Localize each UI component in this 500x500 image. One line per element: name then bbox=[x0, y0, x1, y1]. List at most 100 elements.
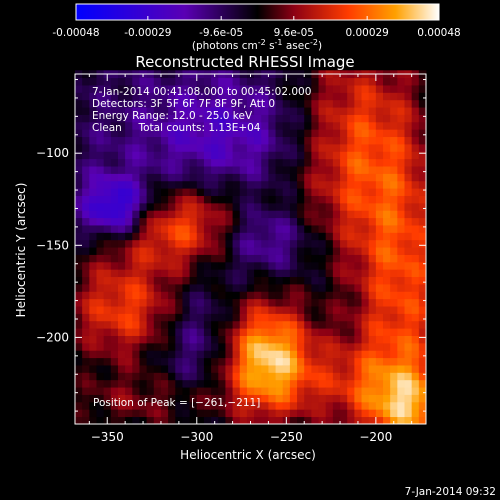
heatmap-cell bbox=[189, 372, 198, 381]
heatmap-cell bbox=[175, 313, 183, 322]
heatmap-cell bbox=[254, 210, 262, 219]
heatmap-cell bbox=[218, 239, 226, 248]
heatmap-cell bbox=[196, 158, 205, 167]
heatmap-cell bbox=[160, 158, 169, 167]
heatmap-cell bbox=[354, 254, 362, 263]
heatmap-cell bbox=[261, 387, 269, 395]
heatmap-cell bbox=[203, 254, 212, 263]
heatmap-cell bbox=[175, 144, 183, 152]
heatmap-cell bbox=[89, 357, 97, 366]
heatmap-cell bbox=[239, 129, 248, 138]
colorbar-gradient bbox=[76, 4, 439, 20]
heatmap-cell bbox=[390, 269, 398, 278]
heatmap-cell bbox=[139, 144, 148, 152]
heatmap-cell bbox=[139, 335, 148, 344]
heatmap-cell bbox=[282, 261, 291, 270]
heatmap-cell bbox=[125, 77, 133, 86]
heatmap-cell bbox=[139, 261, 148, 270]
heatmap-cell bbox=[146, 202, 155, 211]
heatmap-cell bbox=[117, 121, 126, 130]
heatmap-cell bbox=[332, 99, 341, 108]
heatmap-cell bbox=[211, 121, 219, 130]
heatmap-cell bbox=[175, 166, 183, 174]
heatmap-cell bbox=[297, 247, 305, 255]
heatmap-cell bbox=[397, 217, 405, 226]
heatmap-cell bbox=[211, 409, 219, 418]
heatmap-cell bbox=[211, 247, 219, 255]
heatmap-cell bbox=[125, 276, 133, 285]
heatmap-cell bbox=[282, 180, 291, 189]
heatmap-cell bbox=[239, 328, 248, 336]
heatmap-cell bbox=[268, 291, 276, 300]
heatmap-cell bbox=[153, 107, 162, 115]
heatmap-cell bbox=[125, 151, 133, 160]
colorbar-tick-label: 0.00048 bbox=[417, 27, 460, 39]
heatmap-cell bbox=[196, 350, 205, 359]
heatmap-cell bbox=[375, 114, 384, 123]
heatmap-cell bbox=[196, 225, 205, 233]
heatmap-cell bbox=[82, 261, 90, 270]
heatmap-cell bbox=[275, 328, 284, 336]
x-tick-label: −300 bbox=[180, 430, 213, 444]
heatmap-cell bbox=[175, 239, 183, 248]
heatmap-cell bbox=[361, 195, 370, 204]
heatmap-cell bbox=[117, 217, 126, 226]
heatmap-cell bbox=[390, 180, 398, 189]
chart-title: Reconstructed RHESSI Image bbox=[135, 53, 354, 71]
heatmap-cell bbox=[268, 173, 276, 182]
heatmap-cell bbox=[125, 121, 133, 130]
heatmap-cell bbox=[211, 401, 219, 410]
heatmap-cell bbox=[411, 217, 420, 226]
heatmap-cell bbox=[196, 357, 205, 366]
heatmap-cell bbox=[75, 335, 83, 344]
heatmap-cell bbox=[282, 372, 291, 381]
heatmap-cell bbox=[375, 416, 384, 425]
heatmap-cell bbox=[268, 387, 276, 395]
heatmap-cell bbox=[383, 254, 391, 263]
heatmap-cell bbox=[153, 129, 162, 138]
heatmap-cell bbox=[375, 387, 384, 395]
heatmap-cell bbox=[211, 188, 219, 196]
heatmap-cell bbox=[397, 144, 405, 152]
heatmap-cell bbox=[89, 195, 97, 204]
heatmap-cell bbox=[397, 180, 405, 189]
heatmap-cell bbox=[368, 77, 377, 86]
heatmap-cell bbox=[146, 144, 155, 152]
heatmap-cell bbox=[368, 254, 377, 263]
heatmap-cell bbox=[347, 114, 355, 123]
heatmap-cell bbox=[332, 151, 341, 160]
heatmap-cell bbox=[82, 254, 90, 263]
heatmap-cell bbox=[75, 379, 83, 388]
heatmap-cell bbox=[404, 409, 413, 418]
heatmap-cell bbox=[75, 92, 83, 101]
heatmap-cell bbox=[146, 121, 155, 130]
heatmap-cell bbox=[347, 291, 355, 300]
heatmap-cell bbox=[182, 173, 191, 182]
heatmap-cell bbox=[261, 166, 269, 174]
heatmap-cell bbox=[246, 158, 255, 167]
heatmap-cell bbox=[354, 306, 362, 314]
heatmap-cell bbox=[275, 394, 284, 403]
heatmap-cell bbox=[268, 210, 276, 219]
heatmap-cell bbox=[318, 379, 327, 388]
heatmap-cell bbox=[325, 320, 334, 329]
heatmap-cell bbox=[146, 284, 155, 292]
heatmap-cell bbox=[375, 92, 384, 101]
heatmap-cell bbox=[254, 158, 262, 167]
heatmap-cell bbox=[261, 306, 269, 314]
heatmap-cell bbox=[125, 350, 133, 359]
heatmap-cell bbox=[160, 210, 169, 219]
heatmap-cell bbox=[375, 320, 384, 329]
heatmap-cell bbox=[125, 320, 133, 329]
heatmap-cell bbox=[96, 387, 105, 395]
heatmap-cell bbox=[368, 202, 377, 211]
heatmap-cell bbox=[153, 144, 162, 152]
heatmap-cell bbox=[168, 121, 176, 130]
heatmap-cell bbox=[411, 254, 420, 263]
heatmap-cell bbox=[225, 166, 233, 174]
heatmap-cell bbox=[139, 269, 148, 278]
heatmap-cell bbox=[289, 136, 298, 145]
heatmap-cell bbox=[347, 306, 355, 314]
heatmap-cell bbox=[404, 357, 413, 366]
heatmap-cell bbox=[418, 202, 427, 211]
